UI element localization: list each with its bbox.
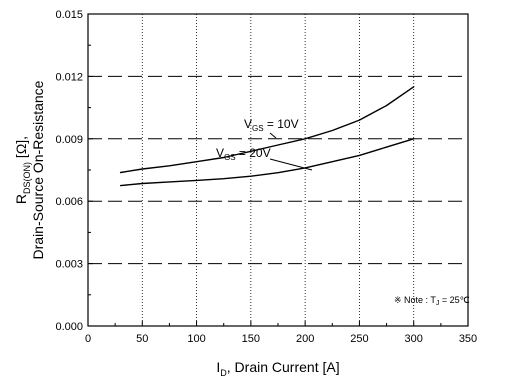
- y-axis-ticks: 0.000 0.003 0.006 0.009 0.012 0.015: [55, 9, 93, 333]
- x-tick-label: 250: [350, 333, 368, 345]
- y-axis-label: RDS(ON) [Ω], Drain-Source On-Resistance: [13, 80, 46, 259]
- y-tick-label: 0.015: [55, 9, 83, 21]
- series-lines: [119, 86, 415, 187]
- x-tick-label: 150: [242, 333, 260, 345]
- series-label-vgs-10v: VGS = 10V: [244, 117, 299, 133]
- series-line-vgs-10v: [119, 86, 415, 174]
- y-axis-label-line2: Drain-Source On-Resistance: [30, 80, 46, 259]
- x-tick-label: 300: [405, 333, 423, 345]
- x-tick-label: 100: [187, 333, 205, 345]
- x-axis-label: ID, Drain Current [A]: [216, 359, 339, 378]
- x-tick-label: 200: [296, 333, 314, 345]
- x-tick-label: 50: [136, 333, 148, 345]
- note-annotation: ※ Note : TJ = 25℃: [394, 295, 470, 307]
- y-axis-label-line1: RDS(ON) [Ω],: [13, 136, 32, 204]
- y-gridlines: [88, 75, 468, 265]
- x-gridlines: [141, 14, 415, 326]
- series-line-vgs-20v: [119, 138, 415, 187]
- y-tick-label: 0.009: [55, 134, 83, 146]
- y-tick-label: 0.003: [55, 259, 83, 271]
- x-tick-label: 350: [459, 333, 477, 345]
- y-tick-label: 0.006: [55, 196, 83, 208]
- y-tick-label: 0.000: [55, 321, 83, 333]
- x-axis-ticks: 0 50 100 150 200 250 300 350: [85, 321, 477, 345]
- series-pointer-vgs-10v: [269, 132, 277, 139]
- x-tick-label: 0: [85, 333, 91, 345]
- plot-frame: [87, 13, 469, 327]
- series-label-vgs-20v: VGS = 20V: [216, 146, 271, 162]
- y-tick-label: 0.012: [55, 71, 83, 83]
- series-pointer-vgs-20v: [269, 158, 313, 171]
